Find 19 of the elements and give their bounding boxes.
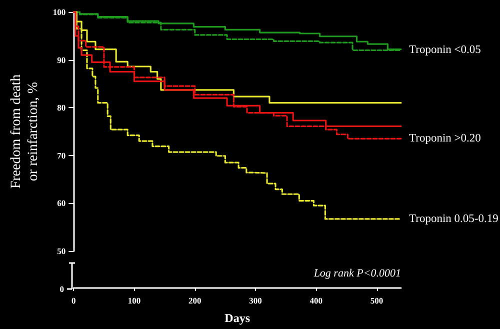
y-tick-label: 80 <box>57 102 66 113</box>
text: 0 <box>60 284 64 294</box>
x-tick-label: 300 <box>249 296 262 306</box>
x-tick-label: 500 <box>370 296 384 306</box>
x-tick-label: 0 <box>72 296 76 306</box>
series-label: Troponin >0.20 <box>409 132 482 145</box>
series-label: Troponin 0.05-0.19 <box>409 212 499 225</box>
y-tick-label: 100 <box>52 7 66 17</box>
series-label: Troponin <0.05 <box>409 44 482 56</box>
y-tick-label: 50 <box>57 246 66 256</box>
x-tick-label: 400 <box>310 296 323 306</box>
y-axis-title: Freedom from death or reinfarction, % <box>9 74 41 189</box>
x-tick-label: 200 <box>188 296 202 306</box>
y-tick-label: 70 <box>57 150 66 160</box>
y-tick-label: 60 <box>57 198 66 208</box>
y-tick-label: 90 <box>57 54 66 65</box>
x-axis-title: Days <box>224 311 250 325</box>
text: Log rank P<0.0001 <box>312 268 401 280</box>
x-tick-label: 100 <box>128 296 141 306</box>
